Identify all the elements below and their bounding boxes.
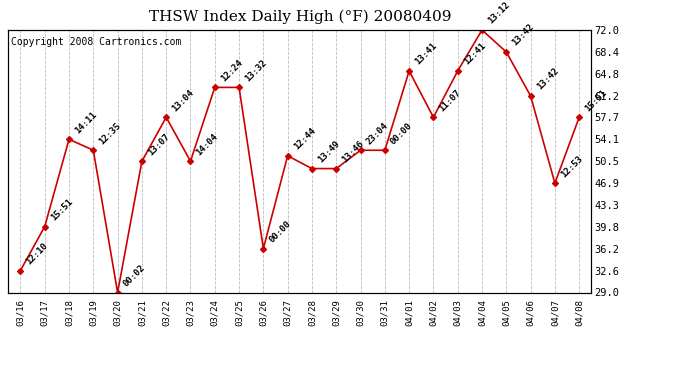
- Text: 13:49: 13:49: [316, 139, 342, 164]
- Text: 00:02: 00:02: [121, 263, 147, 288]
- Text: 13:32: 13:32: [244, 58, 268, 83]
- Text: 00:00: 00:00: [389, 121, 415, 146]
- Text: 13:07: 13:07: [146, 132, 171, 157]
- Text: 15:51: 15:51: [583, 88, 609, 113]
- Text: 14:04: 14:04: [195, 132, 220, 157]
- Text: 12:44: 12:44: [292, 126, 317, 152]
- Text: 13:41: 13:41: [413, 41, 439, 67]
- Text: 12:35: 12:35: [97, 121, 123, 146]
- Text: 13:42: 13:42: [511, 22, 536, 48]
- Text: 00:00: 00:00: [268, 219, 293, 245]
- Text: 23:04: 23:04: [365, 121, 390, 146]
- Text: 11:07: 11:07: [437, 88, 463, 113]
- Text: 12:53: 12:53: [559, 154, 584, 179]
- Text: 12:41: 12:41: [462, 41, 487, 67]
- Text: 13:46: 13:46: [340, 139, 366, 164]
- Text: 12:24: 12:24: [219, 58, 244, 83]
- Text: 13:12: 13:12: [486, 0, 511, 26]
- Text: THSW Index Daily High (°F) 20080409: THSW Index Daily High (°F) 20080409: [149, 9, 451, 24]
- Text: 13:42: 13:42: [535, 66, 560, 92]
- Text: 14:11: 14:11: [73, 110, 99, 135]
- Text: 12:10: 12:10: [25, 241, 50, 266]
- Text: 13:04: 13:04: [170, 88, 196, 113]
- Text: 15:51: 15:51: [49, 197, 75, 222]
- Text: Copyright 2008 Cartronics.com: Copyright 2008 Cartronics.com: [11, 37, 181, 46]
